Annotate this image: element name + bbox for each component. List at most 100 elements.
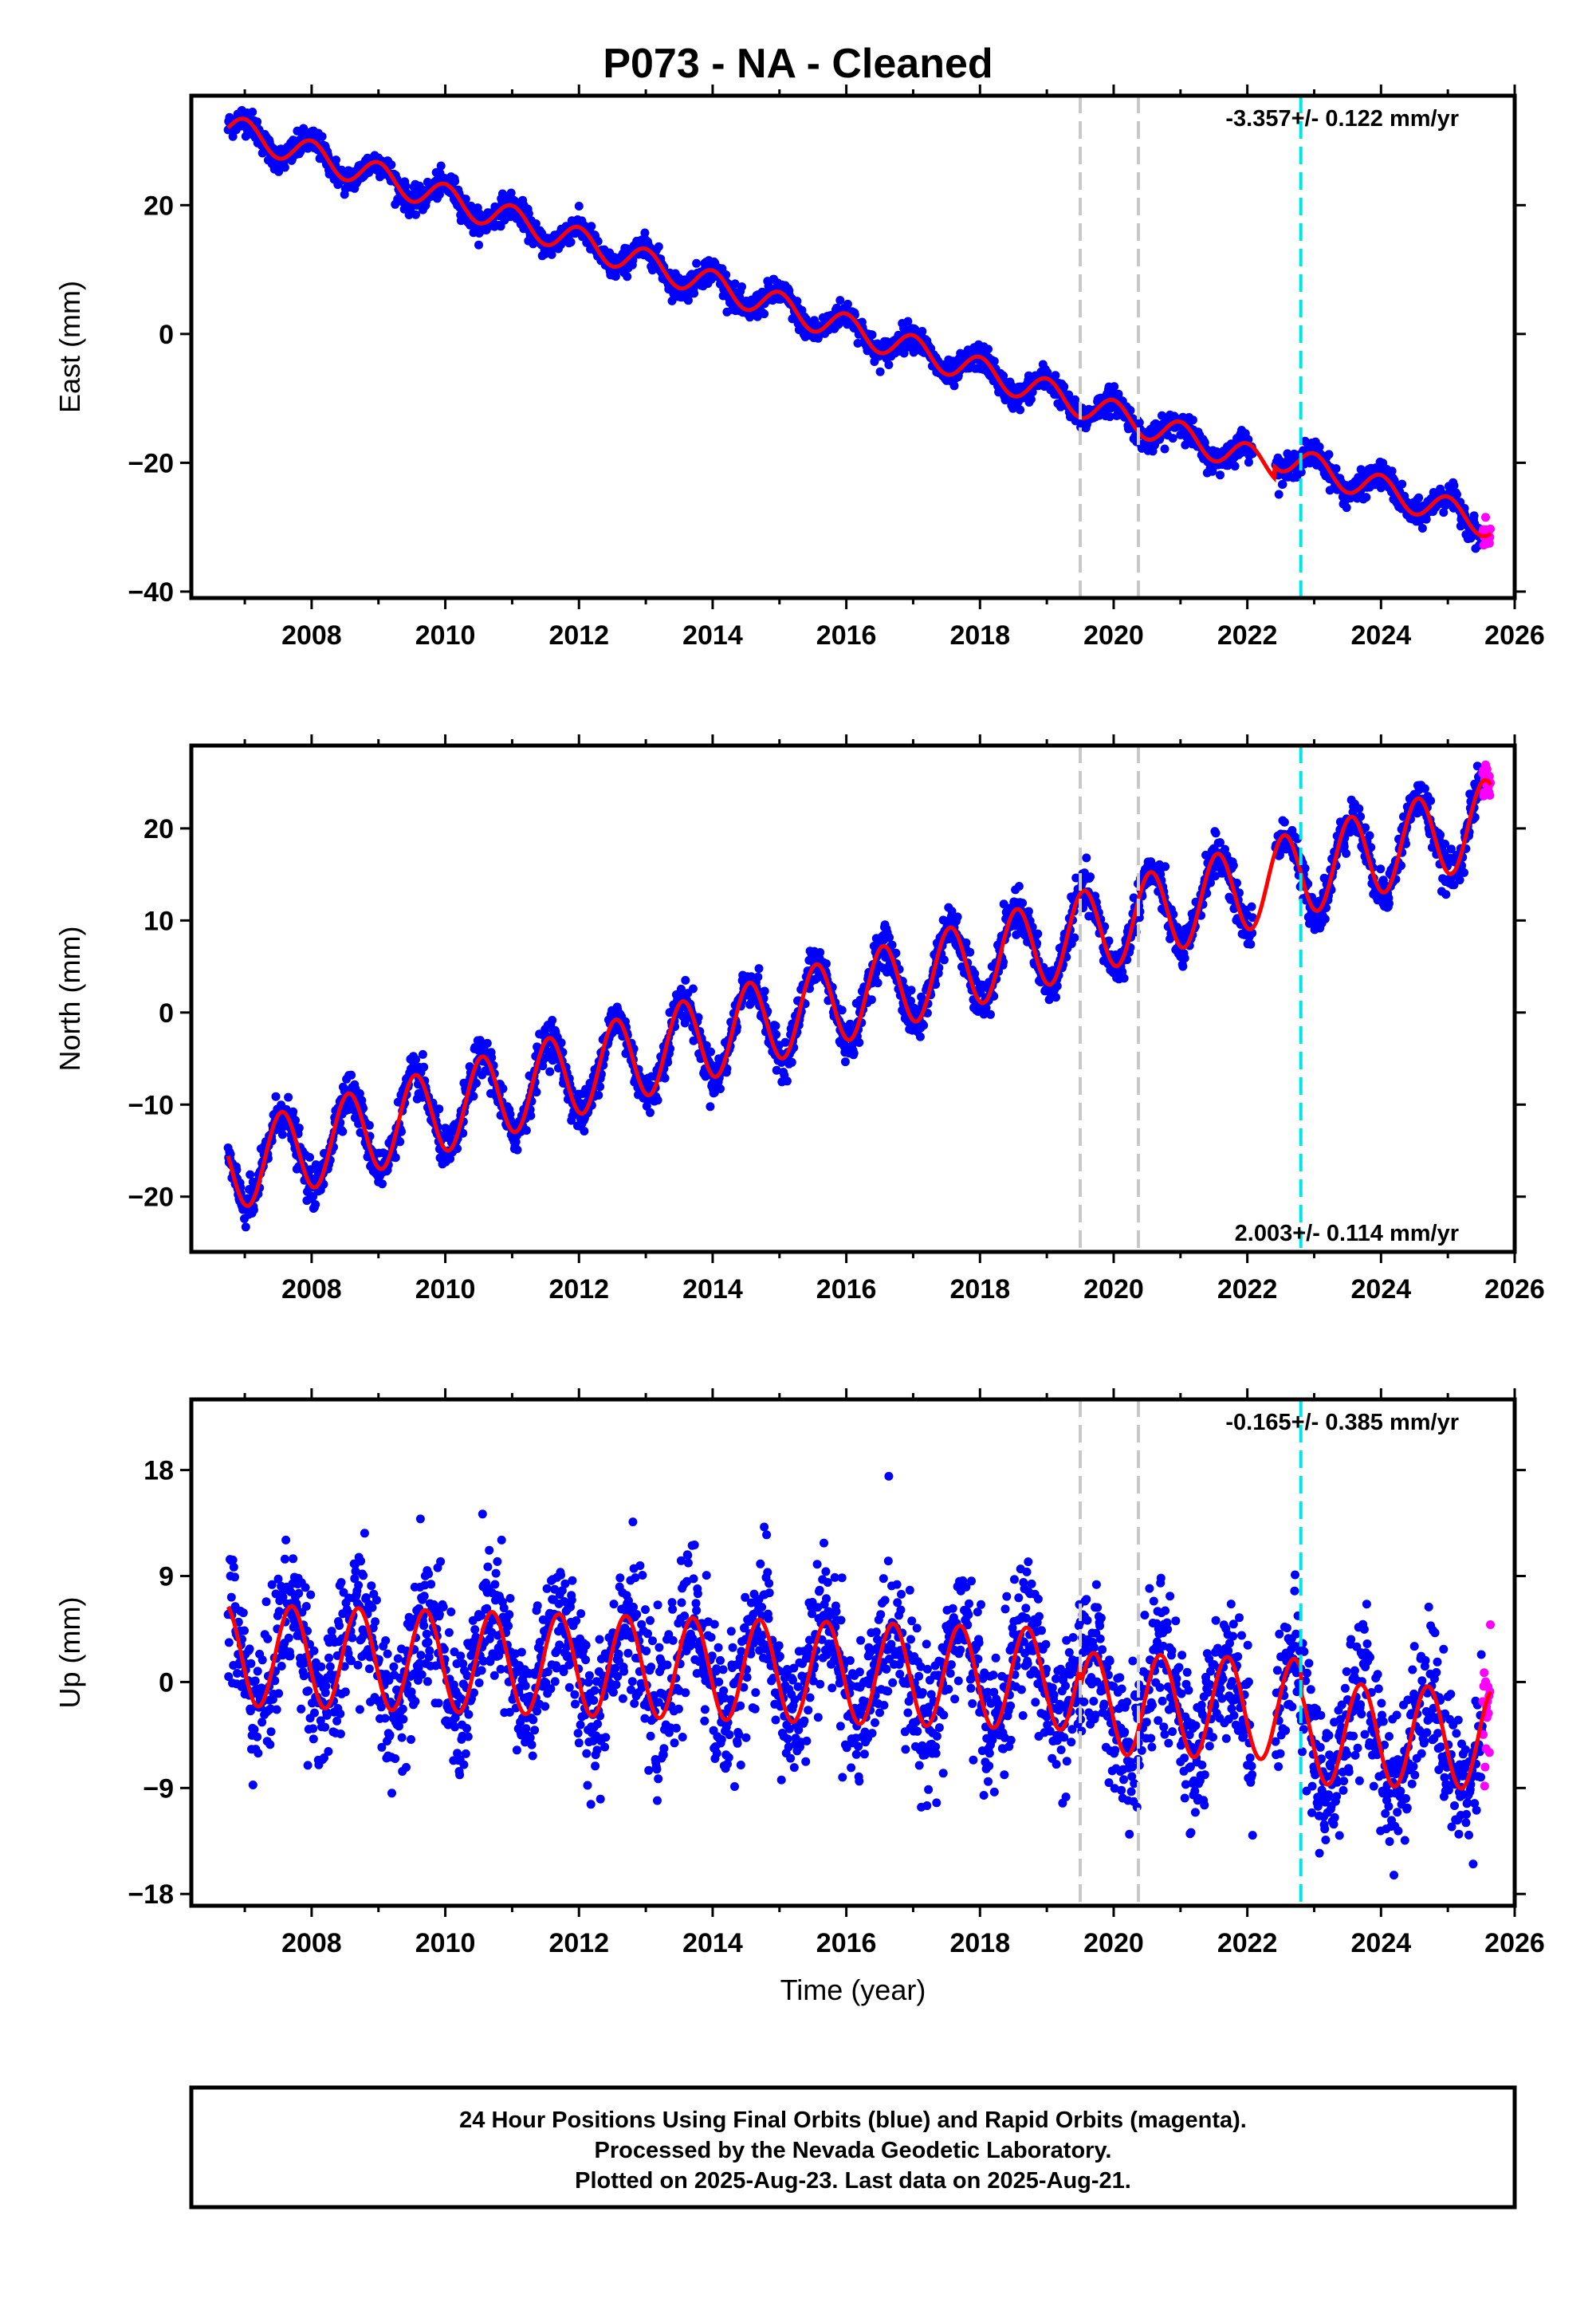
final-orbit-point: [660, 1073, 670, 1083]
final-orbit-point: [884, 360, 894, 369]
final-orbit-point: [688, 984, 698, 994]
final-orbit-point: [378, 1179, 387, 1189]
final-orbit-point: [364, 1120, 374, 1130]
x-tick-label: 2012: [548, 620, 609, 651]
final-orbit-point: [532, 1088, 541, 1097]
final-orbit-point: [418, 1049, 427, 1059]
plot-frame: [189, 93, 1517, 600]
final-orbit-point: [436, 161, 446, 171]
final-orbit-point: [875, 367, 885, 376]
final-orbit-point: [1439, 508, 1449, 518]
final-orbit-point: [663, 1057, 673, 1067]
final-orbit-point: [347, 1070, 356, 1080]
x-tick-label: 2026: [1484, 620, 1545, 651]
final-orbit-point: [556, 1038, 566, 1048]
final-orbit-point: [867, 330, 877, 340]
x-tick-label: 2024: [1351, 620, 1412, 651]
final-orbit-point: [953, 912, 962, 922]
final-orbit-point: [355, 1089, 364, 1098]
final-orbit-point: [547, 250, 556, 259]
final-orbit-point: [317, 132, 327, 141]
x-tick-label: 2022: [1217, 620, 1278, 651]
final-orbit-point: [716, 1084, 725, 1093]
final-orbit-point: [271, 1092, 281, 1101]
final-orbit-point: [692, 258, 702, 268]
final-orbit-point: [840, 1057, 850, 1067]
final-orbit-point: [1397, 479, 1407, 489]
final-orbit-point: [816, 948, 825, 957]
final-orbit-point: [837, 1005, 847, 1015]
final-orbit-point: [1119, 974, 1129, 983]
final-orbit-point: [1247, 902, 1256, 911]
final-orbit-point: [730, 279, 740, 289]
final-orbit-point: [760, 309, 769, 319]
final-orbit-point: [446, 1154, 455, 1163]
final-orbit-point: [611, 272, 620, 281]
east-panel: 2008 2010 2012 2014 2016 2018 2020 2022 2024 2026…: [53, 85, 1545, 651]
final-orbit-point: [482, 1038, 492, 1048]
north-panel: 2008 2010 2012 2014 2016 2018 2020 2022 2024 2026…: [53, 734, 1545, 1305]
final-orbit-point: [249, 1205, 258, 1214]
final-orbit-point: [1024, 907, 1033, 916]
final-orbit-point: [623, 272, 632, 281]
final-orbit-point: [1016, 405, 1025, 415]
final-orbit-point: [1387, 466, 1397, 476]
final-orbit-point: [1324, 450, 1334, 459]
final-orbit-point: [1280, 817, 1289, 827]
final-orbit-point: [311, 1200, 320, 1210]
final-orbit-point: [524, 209, 533, 218]
final-orbit-point: [1274, 490, 1283, 499]
final-orbit-point: [243, 1194, 253, 1203]
final-orbit-point: [1051, 371, 1060, 380]
final-orbit-point: [648, 266, 657, 275]
final-orbit-point: [1211, 828, 1221, 838]
final-orbit-point: [681, 975, 690, 985]
final-orbit-point: [1033, 929, 1043, 939]
final-orbit-point: [792, 297, 802, 306]
final-orbit-point: [411, 210, 420, 219]
page-title: P073 - NA - Cleaned: [603, 41, 993, 87]
x-tick-label: 2016: [816, 620, 877, 651]
final-orbit-point: [581, 1084, 591, 1094]
rapid-orbit-point: [1481, 513, 1490, 522]
final-orbit-point: [248, 108, 257, 116]
final-orbit-point: [1421, 514, 1431, 524]
final-orbit-point: [919, 1021, 929, 1030]
final-orbit-point: [873, 978, 883, 988]
y-tick-label: −20: [128, 448, 174, 478]
final-orbit-point: [246, 1170, 255, 1179]
final-orbit-point: [1018, 899, 1028, 907]
final-orbit-point: [391, 1153, 400, 1163]
final-orbit-point: [899, 348, 909, 358]
final-orbit-point: [1161, 862, 1170, 872]
final-orbit-point: [989, 356, 999, 366]
final-orbit-point: [949, 381, 959, 391]
final-orbit-point: [1014, 882, 1024, 891]
final-orbit-point: [984, 344, 993, 354]
final-orbit-point: [706, 1102, 715, 1112]
final-orbit-point: [782, 1076, 792, 1086]
final-orbit-point: [294, 1124, 304, 1133]
final-orbit-point: [1188, 415, 1197, 425]
x-tick-label: 2020: [1083, 620, 1144, 651]
model-fit-line: [226, 116, 1492, 538]
final-orbit-point: [458, 1128, 468, 1138]
final-orbit-point: [1331, 464, 1341, 474]
final-orbit-point: [548, 1016, 557, 1025]
final-orbit-point: [1052, 993, 1060, 1002]
final-orbit-point: [843, 299, 852, 309]
final-orbit-point: [1342, 503, 1351, 513]
y-tick-label: −40: [128, 577, 174, 608]
final-orbit-point: [574, 202, 584, 211]
final-orbit-point: [526, 1111, 536, 1120]
north-panel-scatter: [223, 760, 1495, 1232]
final-orbit-point: [450, 176, 460, 186]
y-tick-label: 20: [143, 191, 174, 221]
final-orbit-point: [332, 155, 340, 165]
final-orbit-point: [580, 1127, 589, 1135]
final-orbit-point: [906, 986, 916, 995]
final-orbit-point: [1086, 872, 1095, 882]
final-orbit-point: [513, 1145, 522, 1155]
final-orbit-point: [1315, 442, 1324, 451]
final-orbit-point: [1362, 493, 1371, 502]
